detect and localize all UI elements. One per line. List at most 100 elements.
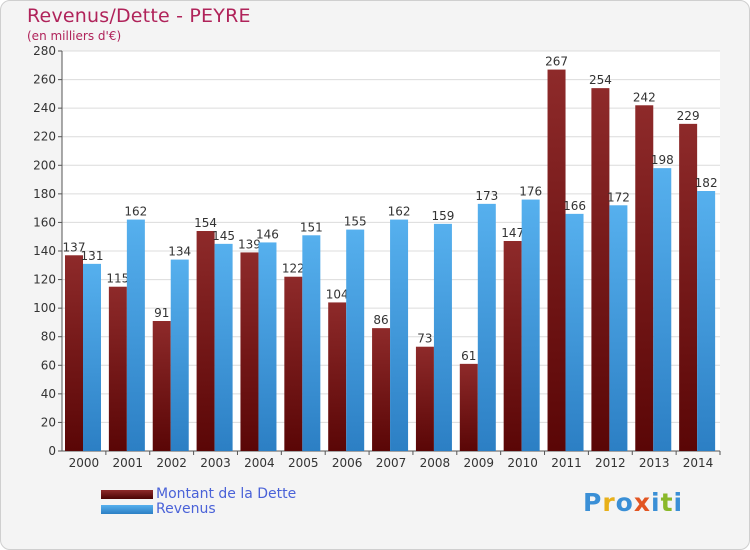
legend-item-dette: Montant de la Dette <box>101 486 361 502</box>
legend: Montant de la Dette Revenus <box>101 486 361 517</box>
bar-revenus <box>83 263 101 451</box>
logo-letter: P <box>583 488 603 517</box>
legend-label-revenus: Revenus <box>156 501 216 517</box>
x-tick-label: 2011 <box>551 456 582 470</box>
legend-swatch-revenus <box>101 505 153 514</box>
data-label-dette: 154 <box>194 216 217 230</box>
x-tick-label: 2004 <box>244 456 275 470</box>
data-label-revenus: 134 <box>168 245 191 259</box>
bar-dette <box>108 286 127 451</box>
bar-dette <box>547 69 566 452</box>
data-label-dette: 267 <box>545 55 568 69</box>
logo-letter: x <box>633 488 651 517</box>
y-tick-label: 120 <box>33 273 56 287</box>
x-tick-label: 2013 <box>639 456 670 470</box>
data-label-revenus: 145 <box>212 229 235 243</box>
logo-letter: i <box>651 488 661 517</box>
bar-revenus <box>346 229 365 451</box>
y-tick-label: 100 <box>33 301 56 315</box>
bar-dette <box>152 321 171 451</box>
data-label-dette: 73 <box>417 332 432 346</box>
bar-dette <box>503 241 522 451</box>
bar-revenus <box>653 168 672 451</box>
bar-revenus <box>565 213 584 451</box>
data-label-revenus: 176 <box>519 185 542 199</box>
data-label-dette: 86 <box>373 313 388 327</box>
y-tick-label: 20 <box>41 415 56 429</box>
data-label-revenus: 162 <box>124 205 147 219</box>
bar-revenus <box>170 259 189 451</box>
bar-revenus <box>390 219 409 451</box>
chart-title: Revenus/Dette - PEYRE <box>27 5 251 27</box>
bar-revenus <box>477 203 496 451</box>
data-label-dette: 61 <box>461 349 476 363</box>
bar-dette <box>415 346 434 451</box>
x-tick-label: 2007 <box>376 456 407 470</box>
x-tick-label: 2000 <box>69 456 100 470</box>
data-label-dette: 91 <box>154 306 169 320</box>
y-tick-label: 260 <box>33 73 56 87</box>
x-tick-label: 2008 <box>420 456 451 470</box>
bar-dette <box>635 105 654 452</box>
x-tick-label: 2014 <box>683 456 714 470</box>
data-label-dette: 122 <box>282 262 305 276</box>
x-tick-label: 2006 <box>332 456 363 470</box>
bar-dette <box>328 302 347 451</box>
y-tick-label: 280 <box>33 44 56 58</box>
data-label-dette: 254 <box>589 73 612 87</box>
data-label-revenus: 151 <box>300 220 323 234</box>
bar-dette <box>459 363 478 451</box>
bar-revenus <box>126 219 145 451</box>
bar-dette <box>372 328 391 451</box>
data-label-dette: 137 <box>63 240 86 254</box>
data-label-dette: 242 <box>633 90 656 104</box>
data-label-revenus: 166 <box>563 199 586 213</box>
data-label-revenus: 162 <box>388 205 411 219</box>
bar-revenus <box>521 199 540 451</box>
legend-label-dette: Montant de la Dette <box>156 486 297 502</box>
bar-dette <box>284 276 303 451</box>
data-label-revenus: 173 <box>475 189 498 203</box>
chart-subtitle: (en milliers d'€) <box>27 29 122 43</box>
x-tick-label: 2012 <box>595 456 626 470</box>
y-tick-label: 0 <box>48 444 56 458</box>
bar-revenus <box>302 235 321 451</box>
data-label-revenus: 159 <box>431 209 454 223</box>
bar-revenus <box>214 243 233 451</box>
bar-revenus <box>433 223 452 451</box>
logo-letter: t <box>660 488 674 517</box>
bar-dette <box>591 88 610 452</box>
legend-item-revenus: Revenus <box>101 501 361 517</box>
proxiti-logo: Proxiti <box>583 488 683 517</box>
bar-revenus <box>697 191 716 451</box>
y-tick-label: 200 <box>33 158 56 172</box>
logo-letter: r <box>602 488 616 517</box>
bar-revenus <box>609 205 628 451</box>
data-label-dette: 139 <box>238 237 261 251</box>
bar-revenus <box>258 242 277 451</box>
data-label-revenus: 146 <box>256 227 279 241</box>
bar-dette <box>196 231 215 451</box>
y-tick-label: 240 <box>33 101 56 115</box>
data-label-dette: 104 <box>326 287 349 301</box>
y-tick-label: 140 <box>33 244 56 258</box>
bar-dette <box>679 123 698 451</box>
y-tick-label: 160 <box>33 215 56 229</box>
data-label-revenus: 172 <box>607 190 630 204</box>
y-tick-label: 40 <box>41 387 56 401</box>
data-label-revenus: 155 <box>344 215 367 229</box>
logo-letter: i <box>673 488 684 517</box>
data-label-dette: 115 <box>106 272 129 286</box>
y-tick-label: 180 <box>33 187 56 201</box>
data-label-revenus: 198 <box>651 153 674 167</box>
y-tick-label: 220 <box>33 130 56 144</box>
data-label-dette: 229 <box>677 109 700 123</box>
data-label-revenus: 182 <box>695 176 718 190</box>
y-tick-label: 60 <box>41 358 56 372</box>
legend-swatch-dette <box>101 490 153 499</box>
x-tick-label: 2001 <box>113 456 144 470</box>
x-tick-label: 2003 <box>200 456 231 470</box>
data-label-dette: 147 <box>501 226 524 240</box>
